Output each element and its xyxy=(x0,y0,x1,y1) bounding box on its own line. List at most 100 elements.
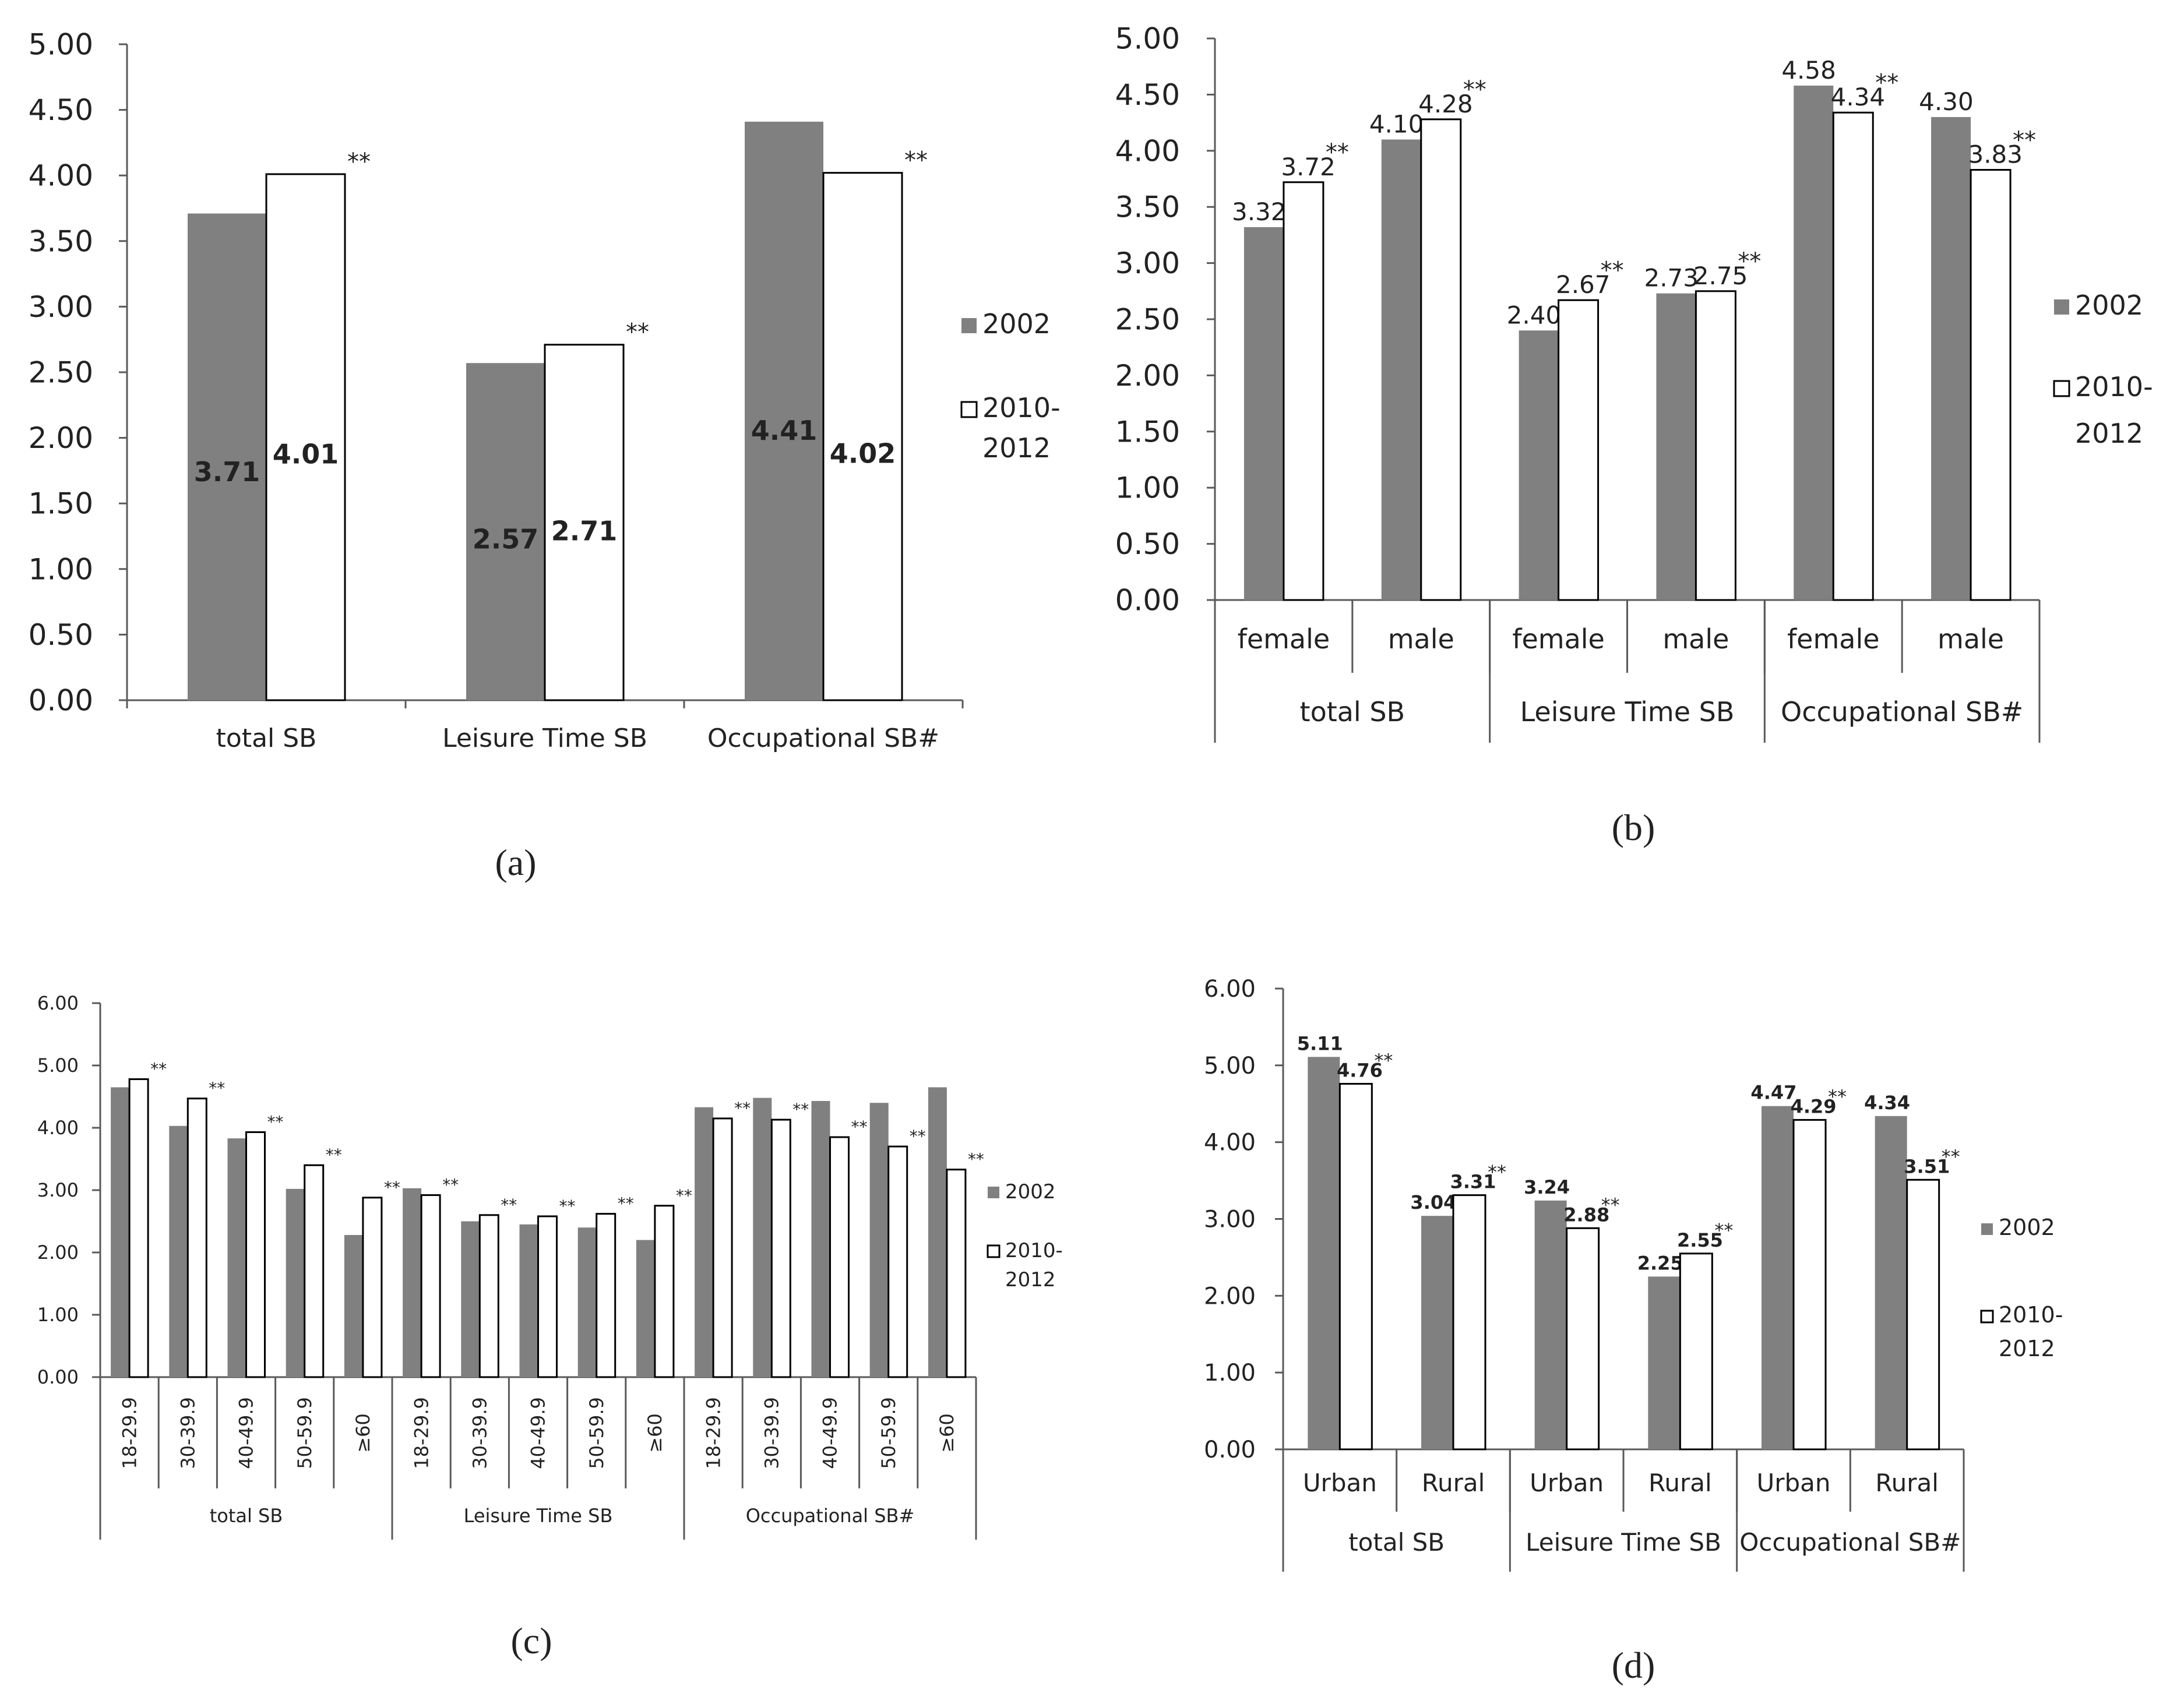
legend-label-2002: 2002 xyxy=(982,308,1051,340)
bar-2010-2012 xyxy=(770,1118,791,1378)
bar-2010-2012 xyxy=(1566,1227,1600,1451)
bar-value-label: 4.28 xyxy=(1418,90,1473,118)
bar-2002 xyxy=(1421,1216,1453,1449)
legend: 2002 2010- 2012 xyxy=(1980,1215,2063,1361)
bar-2010-2012 xyxy=(1558,299,1600,601)
bar-value-label: 4.34 xyxy=(1831,83,1886,111)
significance-marker: ** xyxy=(1326,139,1349,166)
category-label: 30-39.9 xyxy=(761,1397,783,1469)
bar-2010-2012 xyxy=(420,1194,441,1378)
legend-label-2012: 2012 xyxy=(982,432,1051,464)
category-label: male xyxy=(1388,623,1454,655)
y-tick-label: 3.50 xyxy=(1115,190,1180,224)
legend-swatch-2002 xyxy=(2054,299,2069,315)
group-label: total SB xyxy=(1348,1528,1445,1557)
significance-marker: ** xyxy=(968,1150,984,1169)
bar-value-label: 4.41 xyxy=(751,415,818,446)
legend-label-2012: 2012 xyxy=(1999,1336,2055,1361)
significance-marker: ** xyxy=(150,1060,167,1079)
y-tick-label: 3.00 xyxy=(1204,1206,1256,1233)
category-label: Urban xyxy=(1756,1469,1830,1497)
bar-2002 xyxy=(869,1103,889,1377)
significance-marker: ** xyxy=(1875,69,1898,96)
category-label: Leisure Time SB xyxy=(442,724,647,753)
y-tick-label: 6.00 xyxy=(37,992,79,1014)
bar-2002 xyxy=(286,1188,305,1377)
legend-label-2002: 2002 xyxy=(2075,290,2143,321)
bar-value-label: 2.75 xyxy=(1693,262,1748,290)
significance-marker: ** xyxy=(267,1112,284,1131)
bar-value-label: 4.10 xyxy=(1369,110,1424,139)
category-label: Rural xyxy=(1648,1469,1712,1497)
category-label: female xyxy=(1238,623,1330,655)
bar-2002 xyxy=(1648,1276,1681,1449)
category-label: male xyxy=(1938,623,2004,655)
y-tick-label: 2.50 xyxy=(29,356,93,390)
category-label: 30-39.9 xyxy=(177,1397,199,1469)
legend-swatch-2002 xyxy=(961,318,977,333)
significance-marker: ** xyxy=(676,1186,692,1205)
bar-2010-2012 xyxy=(1338,1082,1373,1451)
significance-marker: ** xyxy=(626,319,649,346)
panel-label: (d) xyxy=(1612,1645,1655,1686)
bar-value-label: 4.30 xyxy=(1919,87,1974,116)
y-tick-label: 2.50 xyxy=(1115,303,1180,337)
y-tick-label: 1.50 xyxy=(1115,415,1180,449)
bar-value-label: 5.11 xyxy=(1297,1032,1343,1054)
y-tick-label: 0.00 xyxy=(37,1366,79,1388)
bar-2002 xyxy=(1534,1200,1567,1449)
bar-value-label: 2.71 xyxy=(551,515,618,546)
y-tick-label: 5.00 xyxy=(29,28,93,62)
significance-marker: ** xyxy=(326,1145,342,1164)
category-label: 40-49.9 xyxy=(819,1397,841,1469)
significance-marker: ** xyxy=(792,1100,809,1119)
y-tick-label: 4.00 xyxy=(29,159,93,193)
bar-2010-2012 xyxy=(478,1214,499,1378)
significance-marker: ** xyxy=(347,149,371,175)
significance-marker: ** xyxy=(384,1178,400,1197)
bar-value-label: 2.40 xyxy=(1507,301,1562,329)
bar-value-label: 3.51 xyxy=(1904,1155,1950,1177)
group-label: Occupational SB# xyxy=(1739,1528,1961,1557)
y-tick-label: 3.00 xyxy=(29,290,93,324)
significance-marker: ** xyxy=(1714,1219,1733,1241)
bar-2002 xyxy=(188,213,266,700)
significance-marker: ** xyxy=(2013,127,2036,154)
bar-value-label: 4.01 xyxy=(273,439,339,470)
category-label: 30-39.9 xyxy=(468,1397,491,1469)
bar-2010-2012 xyxy=(946,1169,967,1378)
y-tick-label: 3.50 xyxy=(29,224,93,258)
category-label: 40-49.9 xyxy=(235,1397,258,1469)
bar-2010-2012 xyxy=(245,1131,266,1378)
bar-2002 xyxy=(1794,85,1834,600)
y-tick-label: 5.00 xyxy=(1204,1053,1256,1079)
y-tick-label: 4.50 xyxy=(1115,78,1180,112)
group-label: Occupational SB# xyxy=(746,1505,915,1527)
legend: 2002 2010- 2012 xyxy=(960,308,1061,464)
y-tick-label: 2.00 xyxy=(29,421,93,455)
category-label: Rural xyxy=(1422,1469,1485,1497)
category-label: ≥60 xyxy=(352,1413,374,1453)
y-tick-label: 0.50 xyxy=(29,618,93,652)
y-tick-label: 3.00 xyxy=(37,1179,79,1201)
legend-label-2012: 2012 xyxy=(2075,418,2143,449)
bar-value-label: 2.67 xyxy=(1556,270,1611,299)
y-tick-label: 0.50 xyxy=(1115,527,1180,561)
bar-2002 xyxy=(1656,293,1696,600)
significance-marker: ** xyxy=(1488,1161,1506,1183)
bar-value-label: 2.73 xyxy=(1644,264,1699,292)
y-tick-label: 4.00 xyxy=(1204,1130,1256,1156)
group-label: Leisure Time SB xyxy=(464,1505,613,1527)
bar-2002 xyxy=(1931,117,1971,600)
category-label: 50-59.9 xyxy=(586,1397,608,1469)
bar-2002 xyxy=(811,1100,830,1377)
legend-swatch-2010-2012 xyxy=(960,401,978,418)
y-tick-label: 1.50 xyxy=(29,487,93,521)
legend-swatch-2010-2012 xyxy=(2053,380,2070,397)
bar-value-label: 3.31 xyxy=(1450,1171,1496,1193)
chart-panel-b: 0.00 0.50 1.00 1.50 2.00 2.50 3.00 3.50 4.00 4.50… xyxy=(1115,22,2153,849)
significance-marker: ** xyxy=(1374,1050,1393,1072)
bar-value-label: 3.24 xyxy=(1524,1176,1570,1198)
bar-2002 xyxy=(745,121,823,701)
